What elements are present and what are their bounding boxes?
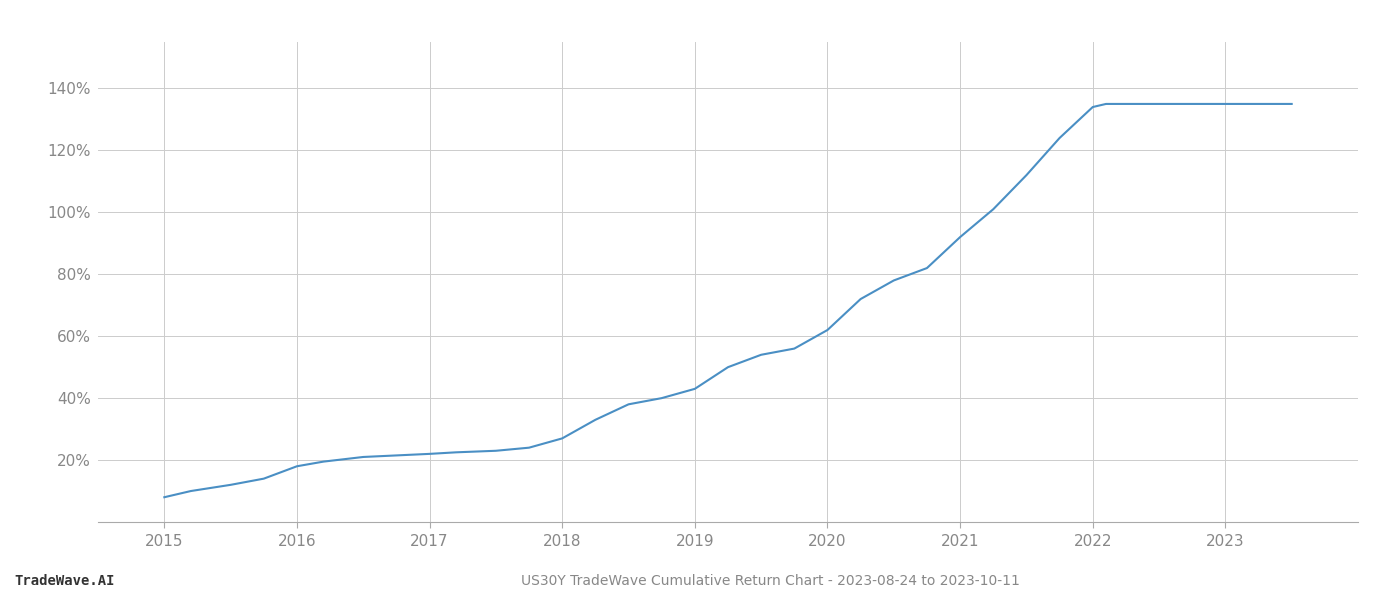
Text: US30Y TradeWave Cumulative Return Chart - 2023-08-24 to 2023-10-11: US30Y TradeWave Cumulative Return Chart … xyxy=(521,574,1019,588)
Text: TradeWave.AI: TradeWave.AI xyxy=(14,574,115,588)
